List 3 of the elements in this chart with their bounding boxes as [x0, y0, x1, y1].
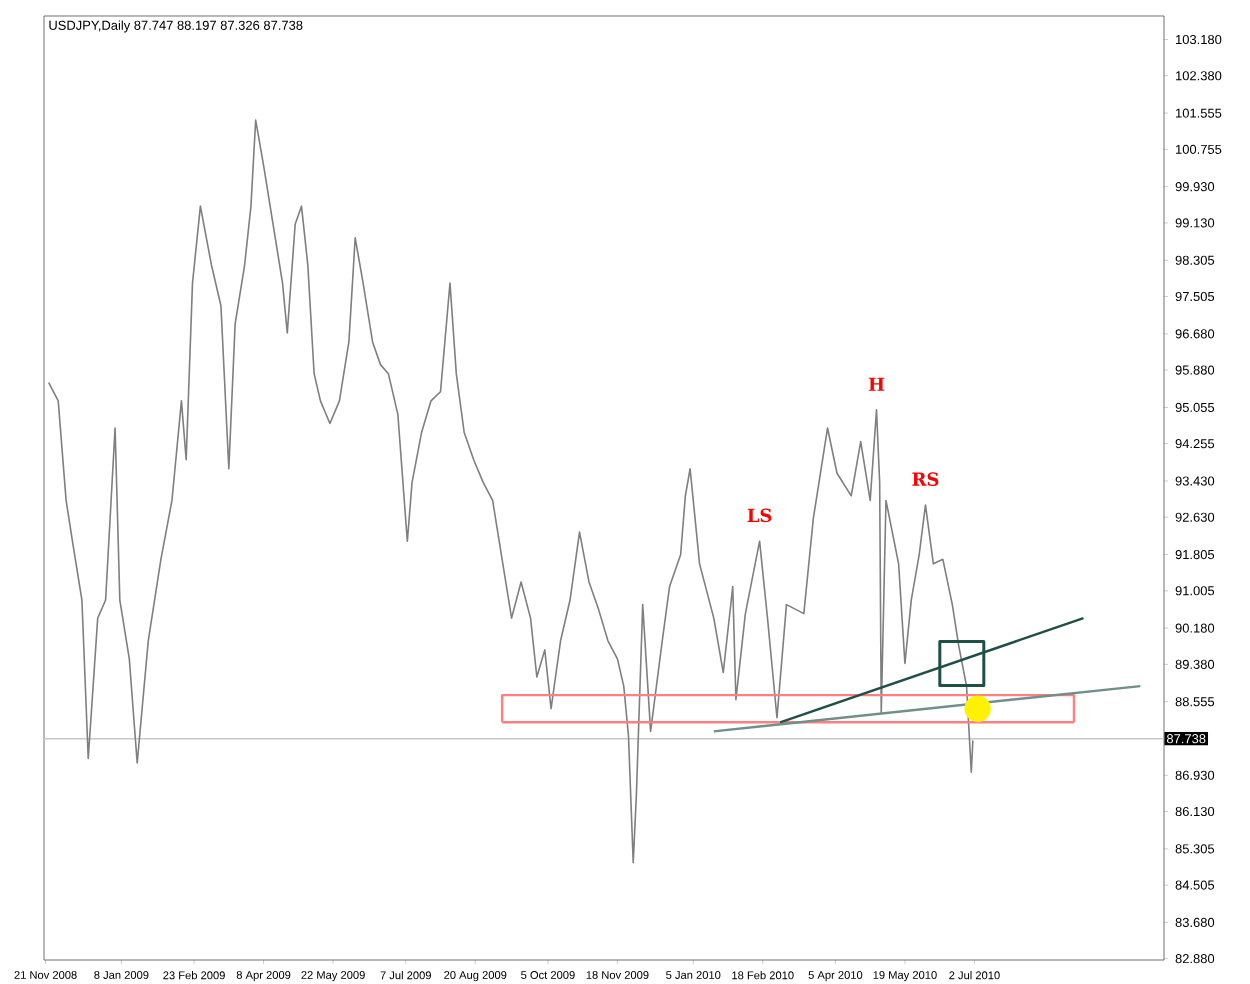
- annotation: LS: [747, 508, 772, 523]
- annotation: RS: [912, 472, 939, 486]
- annotation: H: [868, 377, 885, 391]
